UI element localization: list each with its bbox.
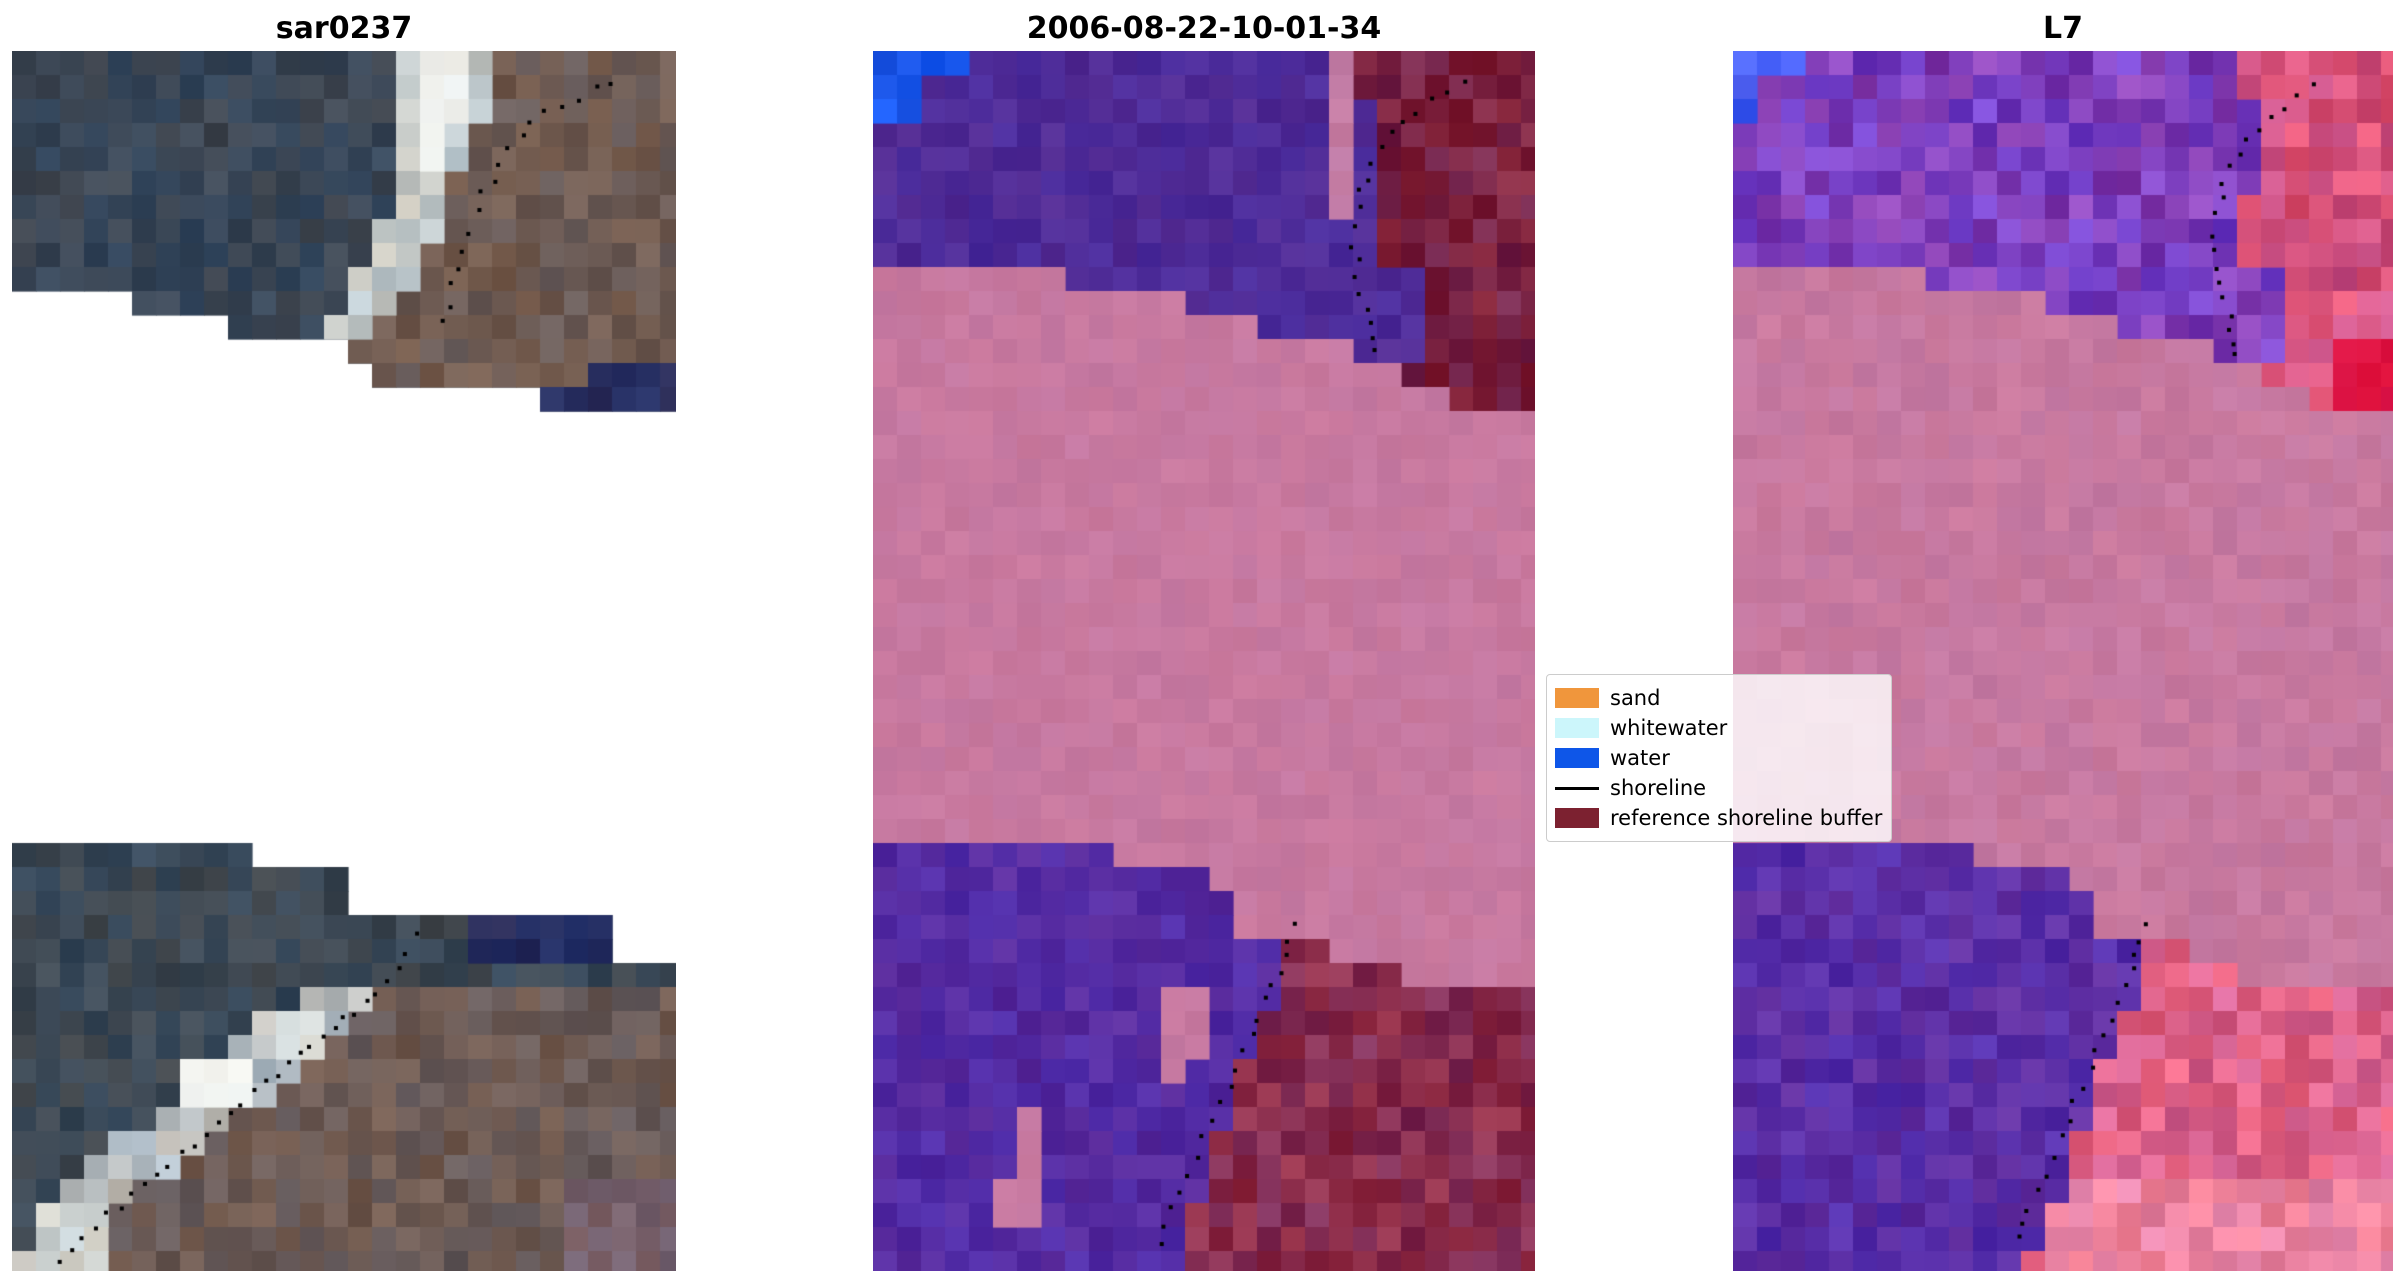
legend: sand whitewater water shoreline reference sh… [1546, 674, 1892, 842]
legend-item-reference-shoreline-buffer: reference shoreline buffer [1555, 803, 1883, 833]
legend-item-shoreline: shoreline [1555, 773, 1883, 803]
classified-image-canvas [873, 51, 1535, 1271]
panel-l7-image [1733, 51, 2393, 1271]
legend-item-label: shoreline [1610, 776, 1707, 800]
legend-item-label: reference shoreline buffer [1610, 806, 1883, 830]
reference-shoreline-buffer-color-swatch [1555, 808, 1599, 828]
legend-item-label: sand [1610, 686, 1661, 710]
shoreline-line-swatch [1555, 786, 1599, 790]
legend-item-sand: sand [1555, 683, 1883, 713]
panel-classified-image [873, 51, 1535, 1271]
panel-title-l7: L7 [2043, 11, 2083, 46]
panel-title-date: 2006-08-22-10-01-34 [1026, 11, 1382, 46]
sand-color-swatch [1555, 688, 1599, 708]
panel-title-sar0237: sar0237 [275, 11, 413, 46]
water-color-swatch [1555, 748, 1599, 768]
whitewater-color-swatch [1555, 718, 1599, 738]
legend-item-water: water [1555, 743, 1883, 773]
l7-image-canvas [1733, 51, 2393, 1271]
legend-item-label: water [1610, 746, 1670, 770]
legend-item-whitewater: whitewater [1555, 713, 1883, 743]
legend-items: sand whitewater water shoreline reference sh… [1555, 683, 1883, 833]
sar-image-canvas [12, 51, 676, 1271]
panel-sar-image [12, 51, 676, 1271]
legend-item-label: whitewater [1610, 716, 1728, 740]
